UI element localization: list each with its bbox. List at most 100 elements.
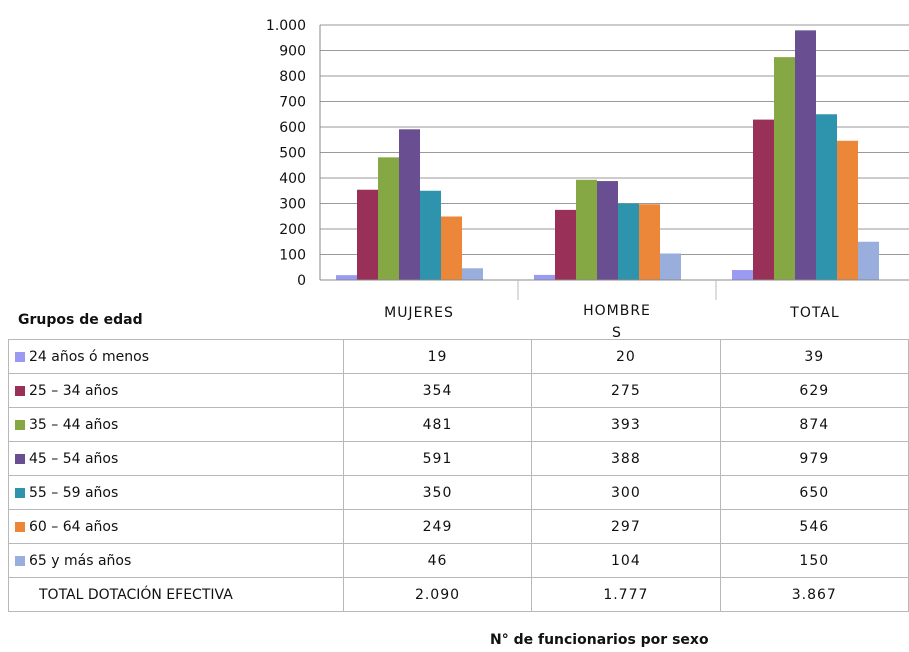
value-cell: 481 [342,407,533,442]
bar [378,157,399,280]
bar [399,129,420,280]
value-cell: 388 [531,441,721,476]
value-cell: 39 [719,339,909,374]
bar [858,241,879,280]
total-value-cell: 1.777 [531,577,721,612]
x-category-label-line: S [612,325,622,341]
data-table: 24 años ó menos 19 20 39 25 – 34 años 354 275 6… [8,339,909,612]
bar [357,189,378,280]
value-cell: 46 [342,543,533,578]
series-label-cell: 55 – 59 años [8,475,344,510]
table-row: 45 – 54 años 591 388 979 [8,441,909,476]
series-label-cell: 60 – 64 años [8,509,344,544]
series-label-cell: 25 – 34 años [8,373,344,408]
bar [618,203,639,280]
value-cell: 874 [719,407,909,442]
value-cell: 979 [719,441,909,476]
y-tick-label: 900 [279,44,306,60]
value-cell: 591 [342,441,533,476]
axes [319,25,909,300]
x-category-label: MUJERES [320,302,518,324]
bar-chart: 0 100 200 300 400 500 600 700 800 900 1.000 [266,18,909,300]
value-cell: 19 [342,339,533,374]
bar [732,270,753,280]
bar [795,30,816,281]
legend-swatch [15,419,25,430]
series-label: 25 – 34 años [29,382,119,399]
x-category-label-line: TOTAL [790,305,840,321]
value-cell: 150 [719,543,909,578]
legend-swatch [15,453,25,464]
table-row: 24 años ó menos 19 20 39 [8,339,909,374]
series-label: 45 – 54 años [29,450,119,467]
bar [660,253,681,280]
value-cell: 629 [719,373,909,408]
series-label: 55 – 59 años [29,484,119,501]
table-row: 25 – 34 años 354 275 629 [8,373,909,408]
legend-swatch [15,351,25,362]
y-tick-label: 1.000 [266,18,306,34]
x-category-label-line: HOMBRE [583,303,651,319]
value-cell: 297 [531,509,721,544]
series-label-cell: 65 y más años [8,543,344,578]
value-cell: 393 [531,407,721,442]
legend-swatch [15,385,25,396]
value-cell: 350 [342,475,533,510]
chart-footer: N° de funcionarios por sexo [490,632,709,648]
bar [597,181,618,280]
bar [753,119,774,280]
legend-swatch [15,487,25,498]
value-cell: 20 [531,339,721,374]
bar [336,275,357,280]
value-cell: 650 [719,475,909,510]
series-label-cell: 45 – 54 años [8,441,344,476]
bar [534,274,555,280]
value-cell: 546 [719,509,909,544]
total-row: TOTAL DOTACIÓN EFECTIVA 2.090 1.777 3.867 [8,577,909,612]
value-cell: 249 [342,509,533,544]
total-label: TOTAL DOTACIÓN EFECTIVA [8,577,344,612]
bar [576,179,597,280]
table-row: 60 – 64 años 249 297 546 [8,509,909,544]
bar [639,204,660,280]
table-row: 65 y más años 46 104 150 [8,543,909,578]
y-tick-label: 200 [279,222,306,238]
legend-swatch [15,555,25,566]
bar [420,190,441,280]
series-label: 65 y más años [29,552,132,569]
bar [816,114,837,280]
bar [837,140,858,280]
total-value-cell: 2.090 [342,577,533,612]
table-row: 35 – 44 años 481 393 874 [8,407,909,442]
series-label: 24 años ó menos [29,348,150,365]
x-category-label-line: MUJERES [384,305,454,321]
x-category-label: TOTAL [716,302,909,324]
y-tick-label: 0 [297,273,306,289]
x-category-label: HOMBRE S [518,300,716,344]
y-tick-label: 700 [279,95,306,111]
value-cell: 300 [531,475,721,510]
value-cell: 104 [531,543,721,578]
bar [774,57,795,280]
series-label: 35 – 44 años [29,416,119,433]
y-tick-label: 100 [279,248,306,264]
series-label-cell: 35 – 44 años [8,407,344,442]
series-label: 60 – 64 años [29,518,119,535]
bar [555,209,576,280]
y-tick-label: 300 [279,197,306,213]
table-header: Grupos de edad [18,312,143,328]
series-label-cell: 24 años ó menos [8,339,344,374]
bar [462,268,483,280]
bar [441,216,462,280]
y-tick-label: 400 [279,171,306,187]
bars [336,30,879,281]
table-row: 55 – 59 años 350 300 650 [8,475,909,510]
y-axis-ticks: 0 100 200 300 400 500 600 700 800 900 1.000 [266,18,306,289]
total-value-cell: 3.867 [719,577,909,612]
value-cell: 354 [342,373,533,408]
y-tick-label: 600 [279,120,306,136]
value-cell: 275 [531,373,721,408]
y-tick-label: 800 [279,69,306,85]
y-tick-label: 500 [279,146,306,162]
legend-swatch [15,521,25,532]
